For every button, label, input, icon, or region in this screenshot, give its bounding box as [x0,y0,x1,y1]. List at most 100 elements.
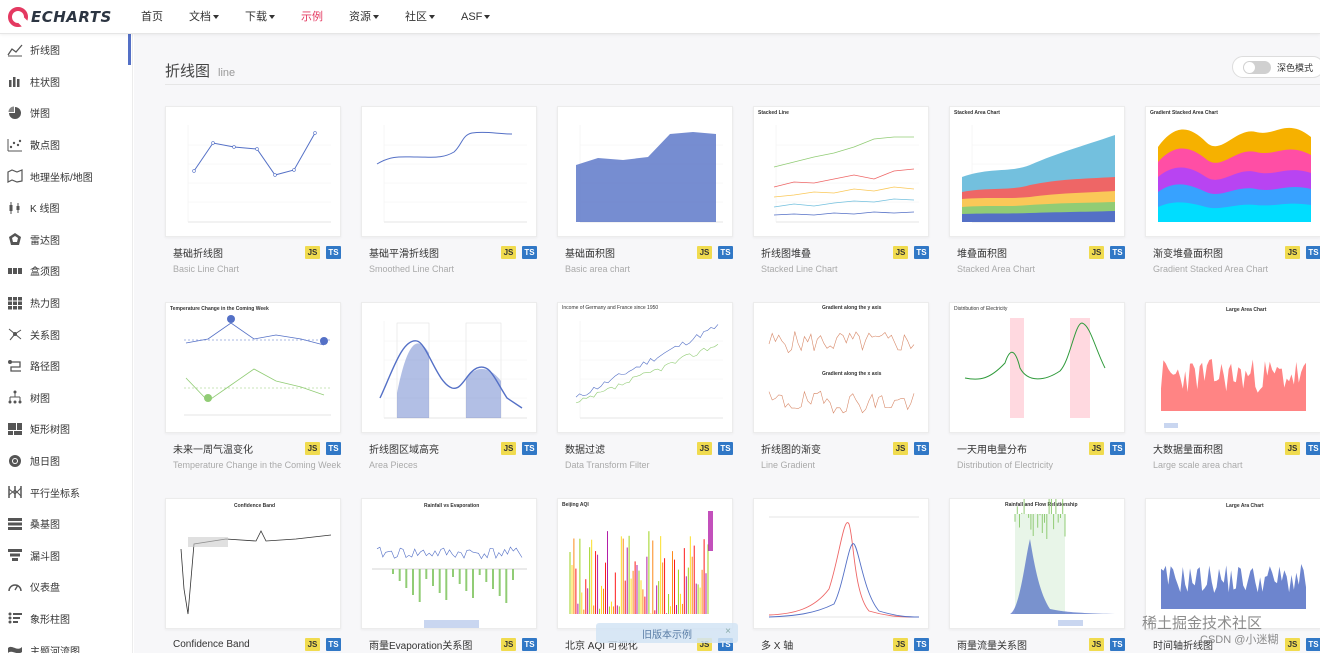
card-title[interactable]: 折线图区域高亮 [369,444,439,456]
toggle-switch[interactable] [1243,60,1271,74]
sidebar-item-10[interactable]: 路径图 [0,350,132,382]
js-badge[interactable]: JS [1089,245,1104,259]
example-card[interactable]: 多 X 轴 JS TS [753,498,929,652]
ts-badge[interactable]: TS [914,245,929,259]
js-badge[interactable]: JS [305,441,320,455]
nav-item-3[interactable]: 示例 [288,0,336,34]
ts-badge[interactable]: TS [326,441,341,455]
example-card[interactable]: Stacked Area Chart 堆叠面积图 JS TS Stacked Area … [949,106,1125,274]
js-badge[interactable]: JS [1089,441,1104,455]
sidebar-item-11[interactable]: 树图 [0,382,132,414]
example-thumbnail[interactable] [361,302,537,433]
ts-badge[interactable]: TS [522,245,537,259]
js-badge[interactable]: JS [1089,637,1104,651]
sidebar-item-1[interactable]: 柱状图 [0,66,132,98]
ts-badge[interactable]: TS [914,441,929,455]
example-card[interactable]: 基础折线图 JS TS Basic Line Chart [165,106,341,274]
nav-item-0[interactable]: 首页 [128,0,176,34]
ts-badge[interactable]: TS [522,637,537,651]
example-thumbnail[interactable]: Gradient Stacked Area Chart [1145,106,1320,237]
example-thumbnail[interactable]: Stacked Line [753,106,929,237]
ts-badge[interactable]: TS [1110,441,1125,455]
example-thumbnail[interactable]: Beijing AQI [557,498,733,629]
example-card[interactable]: Temperature Change in the Coming Week 未来一… [165,302,341,470]
example-thumbnail[interactable]: Stacked Area Chart [949,106,1125,237]
js-badge[interactable]: JS [1285,637,1300,651]
nav-item-1[interactable]: 文档 [176,0,232,34]
js-badge[interactable]: JS [305,245,320,259]
js-badge[interactable]: JS [893,245,908,259]
card-title[interactable]: Confidence Band [173,638,250,650]
sidebar-item-2[interactable]: 饼图 [0,97,132,129]
ts-badge[interactable]: TS [1306,441,1320,455]
card-title[interactable]: 基础面积图 [565,248,615,260]
card-title[interactable]: 基础平滑折线图 [369,248,439,260]
example-card[interactable]: Confidence Band Confidence Band JS TS [165,498,341,651]
ts-badge[interactable]: TS [1306,245,1320,259]
js-badge[interactable]: JS [501,441,516,455]
sidebar-item-8[interactable]: 热力图 [0,287,132,319]
card-title[interactable]: 基础折线图 [173,248,223,260]
sidebar-item-14[interactable]: 平行坐标系 [0,476,132,508]
example-thumbnail[interactable]: Confidence Band [165,498,341,629]
example-thumbnail[interactable]: Large Ara Chart [1145,498,1320,629]
ts-badge[interactable]: TS [326,245,341,259]
ts-badge[interactable]: TS [326,637,341,651]
ts-badge[interactable]: TS [1110,637,1125,651]
sidebar-item-12[interactable]: 矩形树图 [0,413,132,445]
card-title[interactable]: 折线图的渐变 [761,444,821,456]
example-thumbnail[interactable]: Large Area Chart [1145,302,1320,433]
sidebar-item-4[interactable]: 地理坐标/地图 [0,160,132,192]
card-title[interactable]: 堆叠面积图 [957,248,1007,260]
sidebar-item-16[interactable]: 漏斗图 [0,540,132,572]
ts-badge[interactable]: TS [718,245,733,259]
example-card[interactable]: Stacked Line 折线图堆叠 JS TS Stacked Line Chart [753,106,929,274]
js-badge[interactable]: JS [1285,441,1300,455]
card-title[interactable]: 时间轴折线图 [1153,640,1213,652]
js-badge[interactable]: JS [305,637,320,651]
nav-item-4[interactable]: 资源 [336,0,392,34]
ts-badge[interactable]: TS [522,441,537,455]
sidebar-item-5[interactable]: K 线图 [0,192,132,224]
example-thumbnail[interactable]: Rainfall and Flow Relationship [949,498,1125,629]
js-badge[interactable]: JS [501,245,516,259]
card-title[interactable]: 雨量流量关系图 [957,640,1027,652]
sidebar-item-7[interactable]: 盒须图 [0,255,132,287]
js-badge[interactable]: JS [697,441,712,455]
example-card[interactable]: Large Ara Chart 时间轴折线图 JS TS [1145,498,1320,652]
sidebar-item-15[interactable]: 桑基图 [0,508,132,540]
example-thumbnail[interactable]: Rainfall vs Evaporation [361,498,537,629]
example-thumbnail[interactable]: Gradient along the y axis Gradient along … [753,302,929,433]
sidebar-item-6[interactable]: 雷达图 [0,224,132,256]
nav-item-6[interactable]: ASF [448,0,503,34]
sidebar-item-3[interactable]: 散点图 [0,129,132,161]
sidebar-item-17[interactable]: 仪表盘 [0,571,132,603]
sidebar-item-13[interactable]: 旭日图 [0,445,132,477]
card-title[interactable]: 未来一周气温变化 [173,444,253,456]
example-thumbnail[interactable]: Temperature Change in the Coming Week [165,302,341,433]
sidebar-item-18[interactable]: 象形柱图 [0,603,132,635]
ts-badge[interactable]: TS [914,637,929,651]
card-title[interactable]: 渐变堆叠面积图 [1153,248,1223,260]
sidebar-item-9[interactable]: 关系图 [0,318,132,350]
js-badge[interactable]: JS [697,245,712,259]
example-thumbnail[interactable] [753,498,929,629]
nav-item-5[interactable]: 社区 [392,0,448,34]
js-badge[interactable]: JS [501,637,516,651]
js-badge[interactable]: JS [893,637,908,651]
example-card[interactable]: Rainfall vs Evaporation 雨量Evaporation关系图 J… [361,498,537,652]
example-card[interactable]: 基础面积图 JS TS Basic area chart [557,106,733,274]
example-card[interactable]: Gradient Stacked Area Chart 渐变堆叠面积图 JS TS Gr… [1145,106,1320,274]
card-title[interactable]: 多 X 轴 [761,640,794,652]
example-card[interactable]: Income of Germany and France since 1950 数… [557,302,733,470]
sidebar-item-19[interactable]: 主题河流图 [0,634,132,653]
example-thumbnail[interactable]: Distribution of Electricity [949,302,1125,433]
js-badge[interactable]: JS [1285,245,1300,259]
example-thumbnail[interactable] [361,106,537,237]
example-thumbnail[interactable] [557,106,733,237]
example-card[interactable]: Large Area Chart 大数据量面积图 JS TS Large scale a… [1145,302,1320,470]
ts-badge[interactable]: TS [1110,245,1125,259]
ts-badge[interactable]: TS [1306,637,1320,651]
ts-badge[interactable]: TS [718,441,733,455]
dark-mode-toggle[interactable]: 深色模式 [1232,56,1320,78]
